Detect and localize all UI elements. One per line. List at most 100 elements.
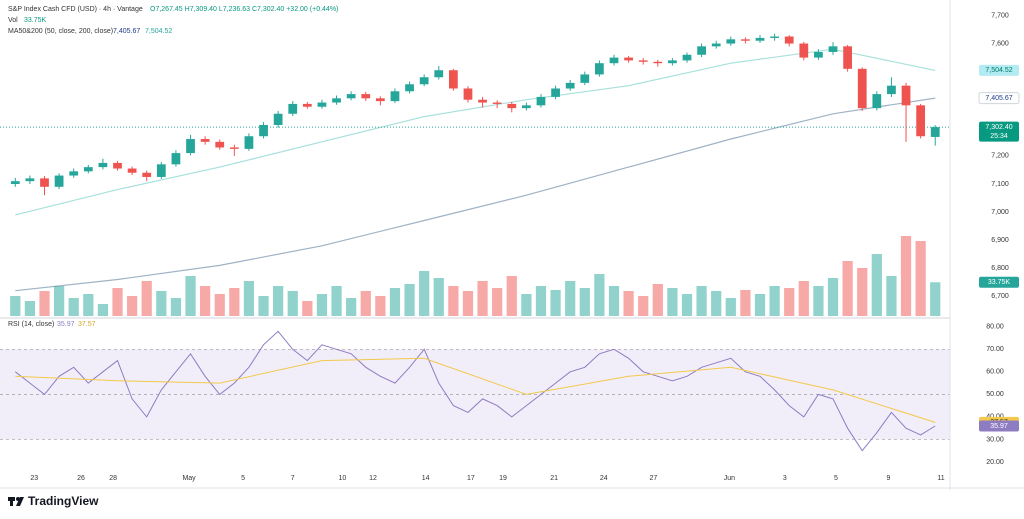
candle-body — [375, 98, 385, 102]
volume-bar — [448, 286, 459, 316]
candle-body — [83, 167, 93, 172]
volume-bar — [754, 294, 766, 316]
rsi-line — [15, 357, 936, 423]
volume-bar — [68, 298, 79, 316]
brand: TradingView — [28, 494, 99, 508]
y-tick-label: 6,700 — [991, 293, 1009, 300]
y2-tick-label: 50.00 — [986, 391, 1004, 398]
candle-body — [186, 139, 195, 154]
volume-bar — [681, 294, 693, 316]
volume-bar — [97, 304, 109, 316]
volume-bar — [83, 294, 94, 316]
volume-bar — [521, 294, 532, 316]
volume-bar — [871, 254, 882, 316]
ohlc: O7,267.45 H7,309.40 L7,236.63 C7,302.40 … — [150, 6, 338, 13]
candle-body — [551, 88, 560, 97]
price-tag — [979, 276, 1019, 288]
y-tick-label: 7,200 — [991, 153, 1009, 160]
candle-body — [595, 63, 604, 75]
volume-bar — [331, 286, 342, 316]
volume-bar — [769, 286, 780, 316]
layer: 6,7006,8006,9007,0007,1007,2007,3007,400… — [0, 12, 1020, 482]
candle-body — [901, 85, 911, 106]
y2-tick-label: 30.00 — [986, 436, 1004, 443]
price-tag — [979, 121, 1019, 142]
x-tick-label: 11 — [937, 475, 944, 482]
candle-body — [156, 164, 166, 177]
x-tick-label: 10 — [338, 475, 346, 482]
volume-bar — [214, 294, 225, 316]
x-tick-label: 7 — [291, 475, 295, 482]
volume-bar — [404, 284, 415, 316]
volume-bar — [243, 281, 255, 316]
x-tick-label: 19 — [499, 475, 507, 482]
candle-body — [521, 105, 531, 109]
candle-body — [288, 103, 298, 114]
volume-bar — [535, 286, 547, 316]
candle-body — [507, 103, 517, 109]
y-tick-label: 6,900 — [991, 237, 1009, 244]
x-tick-label: 3 — [783, 475, 787, 482]
volume-bar — [886, 276, 897, 316]
volume-bar — [316, 294, 328, 316]
volume-bar — [433, 278, 444, 316]
candle-body — [492, 102, 502, 104]
volume-bar — [550, 290, 561, 316]
volume-bar — [857, 268, 868, 316]
candle-body — [726, 39, 736, 44]
ma-title: MA50&200 (50, close, 200, close) — [8, 28, 113, 35]
candle-body — [565, 82, 575, 89]
candle-body — [40, 178, 49, 187]
y2-tick-label: 20.00 — [986, 459, 1004, 466]
volume-bar — [915, 241, 926, 316]
volume-bar — [185, 276, 196, 316]
candle-body — [419, 77, 429, 85]
x-tick-label: 21 — [550, 475, 558, 482]
rsi-value: 37.57 — [78, 321, 96, 328]
candle-body — [463, 88, 473, 100]
x-tick-label: 5 — [834, 475, 838, 482]
vol-value: 33.75K — [24, 17, 47, 24]
candle-body — [857, 68, 867, 109]
volume-bar — [579, 288, 590, 316]
volume-bar — [156, 291, 167, 316]
rsi-value: 35.97 — [57, 321, 75, 328]
x-tick-label: 27 — [650, 475, 658, 482]
volume-bar — [594, 274, 605, 316]
volume-bar — [10, 296, 21, 316]
countdown: 25:34 — [990, 133, 1008, 140]
y2-tick-label: 60.00 — [986, 369, 1004, 376]
volume-bar — [287, 291, 298, 316]
candle-body — [711, 43, 721, 47]
x-tick-label: May — [182, 475, 196, 482]
logo — [8, 497, 24, 506]
volume-bar — [827, 278, 839, 316]
volume-bar — [258, 296, 269, 316]
candle-body — [361, 94, 371, 99]
candle-body — [405, 84, 414, 92]
volume-bar — [667, 288, 678, 316]
volume-bar — [506, 276, 517, 316]
candle-body — [317, 102, 327, 107]
price-tag-label: 7,405.67 — [985, 95, 1012, 102]
candle-body — [390, 91, 400, 102]
volume-bar — [725, 298, 736, 316]
candle-body — [638, 60, 648, 62]
candle-body — [624, 57, 633, 61]
x-tick-label: 28 — [109, 475, 117, 482]
y-tick-label: 7,600 — [991, 40, 1009, 47]
candle-body — [682, 54, 692, 61]
price-tag-label: 7,504.52 — [985, 67, 1012, 74]
volume-bar — [24, 301, 36, 316]
candle-body — [171, 153, 181, 165]
candle-body — [653, 61, 663, 64]
candle-body — [478, 99, 487, 103]
x-tick-label: 5 — [241, 475, 245, 482]
volume-bar — [798, 281, 809, 316]
y2-tick-label: 70.00 — [986, 346, 1004, 353]
price-tag — [978, 92, 1020, 105]
candle-body — [98, 162, 108, 168]
candle-body — [609, 57, 619, 64]
candle-body — [799, 43, 809, 58]
